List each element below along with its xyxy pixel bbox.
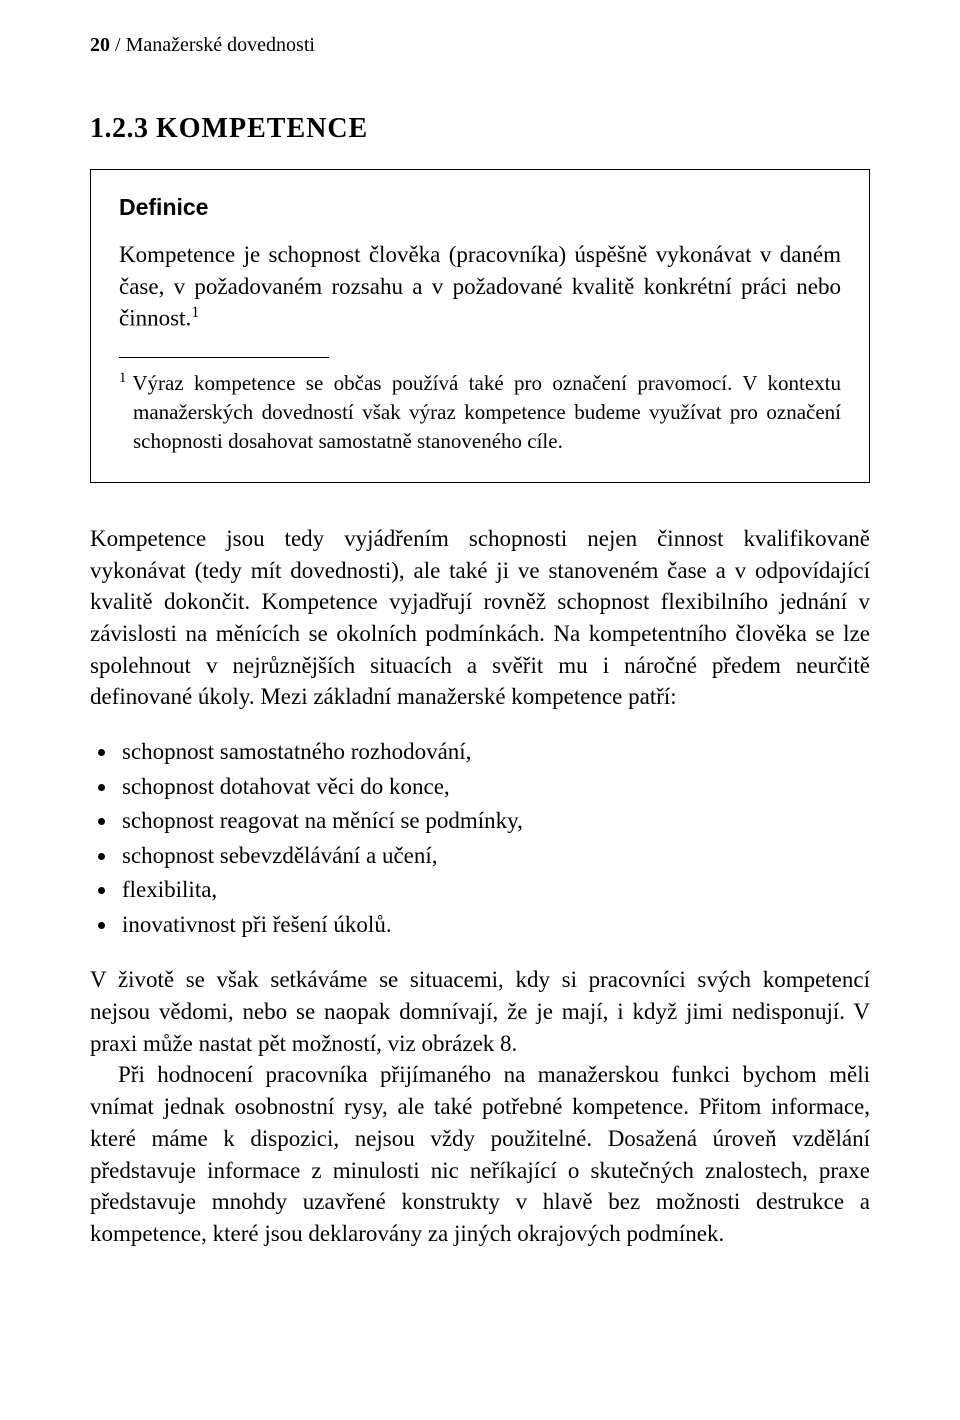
body-paragraph-1: Kompetence jsou tedy vyjádřením schopnos… bbox=[90, 523, 870, 713]
list-item: schopnost dotahovat věci do konce, bbox=[118, 770, 870, 805]
closing-paragraphs: V životě se však setkáváme se situacemi,… bbox=[90, 964, 870, 1250]
section-number: 1.2.3 bbox=[90, 113, 149, 144]
list-item: inovativnost při řešení úkolů. bbox=[118, 908, 870, 943]
running-sep: / bbox=[110, 34, 126, 56]
list-item: schopnost samostatného rozhodování, bbox=[118, 735, 870, 770]
section-heading: 1.2.3 KOMPETENCE bbox=[90, 113, 870, 145]
definition-box: Definice Kompetence je schopnost člověka… bbox=[90, 169, 870, 483]
bullet-list: schopnost samostatného rozhodování, scho… bbox=[90, 735, 870, 942]
running-title: Manažerské dovednosti bbox=[126, 34, 315, 56]
definition-text: Kompetence je schopnost člověka (pracovn… bbox=[119, 239, 841, 335]
list-item: flexibilita, bbox=[118, 873, 870, 908]
footnote-rule bbox=[119, 357, 329, 358]
footnote-marker: 1 bbox=[119, 370, 126, 386]
definition-body: Kompetence je schopnost člověka (pracovn… bbox=[119, 242, 841, 331]
closing-2: Při hodnocení pracovníka přijímaného na … bbox=[90, 1059, 870, 1249]
page: 20 / Manažerské dovednosti 1.2.3 KOMPETE… bbox=[0, 0, 960, 1420]
footnote-text: Výraz kompetence se občas používá také p… bbox=[132, 371, 841, 453]
page-number: 20 bbox=[90, 34, 110, 56]
closing-1: V životě se však setkáváme se situacemi,… bbox=[90, 967, 870, 1055]
definition-sup: 1 bbox=[191, 304, 199, 321]
section-title: KOMPETENCE bbox=[156, 113, 368, 144]
list-item: schopnost reagovat na měnící se podmínky… bbox=[118, 804, 870, 839]
footnote: 1 Výraz kompetence se občas používá také … bbox=[119, 368, 841, 456]
definition-label: Definice bbox=[119, 194, 841, 221]
running-head: 20 / Manažerské dovednosti bbox=[90, 34, 870, 57]
list-item: schopnost sebevzdělávání a učení, bbox=[118, 839, 870, 874]
